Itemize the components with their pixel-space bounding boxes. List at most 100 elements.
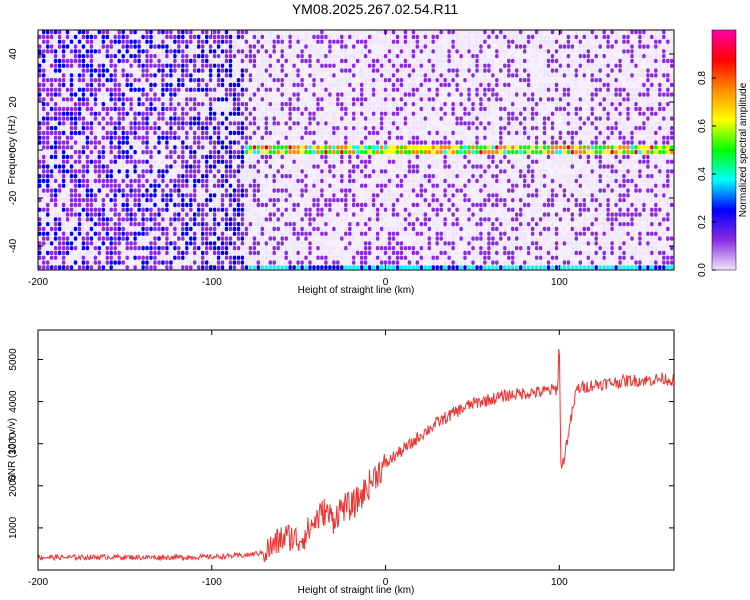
spectrogram-cell (133, 135, 137, 140)
spectrogram-cell (550, 255, 555, 260)
spectrogram-cell (336, 260, 340, 265)
spectrogram-cell (395, 106, 400, 112)
spectrogram-cell (423, 188, 427, 193)
spectrogram-cell (157, 198, 161, 203)
spectrogram-cell (105, 121, 109, 126)
spectrogram-cell (121, 54, 125, 59)
spectrogram-cell (316, 49, 320, 54)
spectrogram-cell (129, 222, 133, 227)
spectrogram-cell (113, 183, 117, 188)
spectrogram-cell (431, 250, 435, 256)
spectrogram-cell (439, 135, 443, 140)
spectrogram-cell (352, 183, 356, 188)
spectrogram-cell (77, 265, 82, 270)
spectrogram-cell (336, 150, 340, 155)
spectrogram-cell (447, 159, 451, 164)
spectrogram-cell (391, 260, 396, 265)
spectrogram-cell (85, 174, 90, 179)
spectrogram-cell (340, 178, 344, 184)
spectrogram-cell (232, 246, 237, 251)
spectrogram-cell (185, 135, 189, 140)
spectrogram-cell (46, 97, 50, 102)
spectrogram-cell (42, 106, 46, 112)
spectrogram-cell (403, 30, 408, 35)
spectrogram-cell (391, 44, 396, 49)
spectrogram-cell (113, 231, 117, 236)
spectrogram-cell (181, 87, 185, 92)
spectrogram-cell (419, 188, 423, 193)
spectrogram-cell (201, 222, 205, 227)
spectrogram-cell (141, 49, 145, 54)
spectrogram-cell (328, 58, 332, 64)
spectrogram-cell (467, 154, 471, 160)
spectrogram-cell (161, 39, 165, 44)
spectrogram-cell (391, 111, 396, 116)
spectrogram-cell (483, 260, 487, 265)
spectrogram-cell (511, 92, 515, 97)
spectrogram-cell (356, 265, 360, 270)
spectrogram-cell (324, 68, 328, 73)
spectrogram-cell (216, 183, 221, 188)
spectrogram-cell (300, 246, 304, 251)
spectrogram-cell (483, 178, 487, 184)
spectrogram-cell (495, 236, 499, 241)
spectrogram-cell (133, 116, 137, 121)
spectrogram-cell (165, 135, 169, 140)
spectrogram-cell (201, 130, 205, 136)
spectrogram-cell (161, 198, 165, 203)
spectrogram-cell (495, 39, 499, 44)
spectrogram-cell (117, 140, 121, 145)
spectrogram-cell (197, 183, 201, 188)
spectrogram-cell (296, 255, 300, 260)
spectrogram-cell (523, 126, 527, 131)
spectrogram-cell (42, 250, 46, 256)
spectrogram-cell (46, 68, 50, 73)
spectrogram-cell (280, 236, 284, 241)
spectrogram-cell (93, 154, 98, 160)
spectrogram-cell (145, 164, 149, 169)
spectrogram-cell (272, 87, 276, 92)
spectrogram-cell (129, 97, 133, 102)
spectrogram-cell (117, 54, 121, 59)
spectrogram-cell (193, 145, 197, 150)
spectrogram-cell (447, 222, 451, 227)
spectrogram-cell (157, 236, 161, 241)
spectrogram-cell (113, 154, 117, 160)
spectrogram-cell (503, 217, 507, 222)
spectrogram-cell (447, 226, 451, 232)
spectrogram-cell (316, 222, 320, 227)
spectrogram-cell (423, 178, 427, 184)
spectrogram-cell (371, 265, 376, 270)
spectrogram-cell (399, 135, 404, 140)
spectrogram-cell (212, 73, 217, 78)
spectrogram-cell (69, 140, 74, 145)
spectrogram-cell (312, 202, 316, 208)
spectrogram-cell (519, 121, 523, 126)
spectrogram-cell (371, 154, 376, 160)
spectrogram-cell (296, 222, 300, 227)
spectrogram-cell (367, 73, 372, 78)
spectrogram-cell (252, 178, 257, 184)
spectrogram-cell (475, 106, 479, 112)
spectrogram-cell (375, 265, 380, 270)
spectrogram-cell (42, 188, 46, 193)
spectrogram-cell (260, 246, 264, 251)
spectrogram-cell (491, 169, 495, 174)
spectrogram-cell (228, 82, 233, 88)
spectrogram-cell (546, 246, 551, 251)
spectrogram-cell (423, 246, 427, 251)
spectrogram-cell (499, 135, 503, 140)
spectrogram-cell (348, 183, 352, 188)
spectrogram-cell (391, 212, 396, 217)
spectrogram-cell (479, 260, 483, 265)
spectrogram-cell (336, 145, 340, 150)
spectrogram-cell (125, 73, 129, 78)
spectrogram-cell (268, 54, 272, 59)
spectrogram-cell (117, 102, 121, 107)
spectrogram-cell (201, 250, 205, 256)
spectrogram-cell (523, 169, 527, 174)
spectrogram-cell (109, 183, 113, 188)
spectrogram-cell (145, 193, 149, 198)
spectrogram-cell (399, 73, 404, 78)
spectrogram-cell (85, 217, 90, 222)
